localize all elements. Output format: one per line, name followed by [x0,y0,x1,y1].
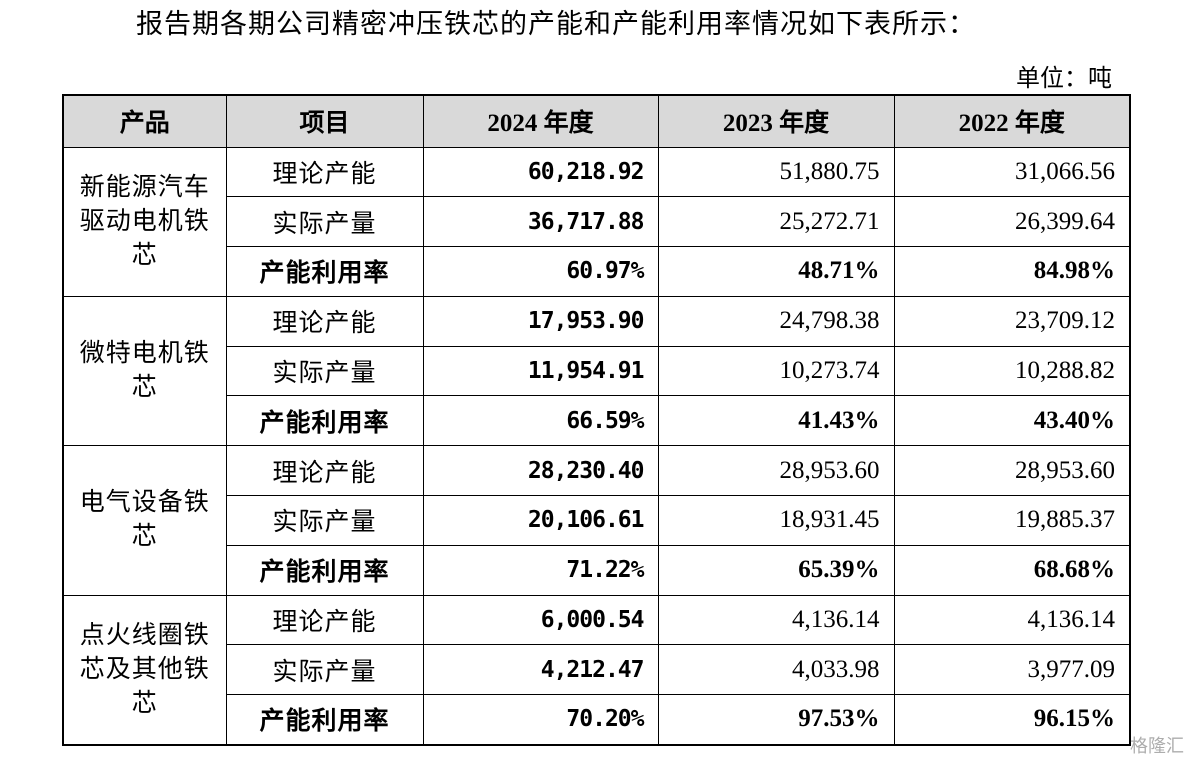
header-cell: 2022 年度 [893,94,1131,148]
item-cell: 产能利用率 [225,395,424,447]
item-cell: 理论产能 [225,295,424,347]
item-cell: 理论产能 [225,594,424,646]
value-cell: 18,931.45 [657,495,895,546]
item-cell: 实际产量 [225,495,424,546]
watermark: 格隆汇 [1130,736,1184,757]
value-cell: 41.43% [657,395,895,447]
value-cell: 4,033.98 [657,644,895,696]
table-row: 电气设备铁芯 理论产能 28,230.40 28,953.60 28,953.60 [62,445,1131,596]
header-cell: 产品 [62,94,227,148]
value-cell: 20,106.61 [422,495,659,546]
value-cell: 43.40% [893,395,1131,447]
value-cell: 28,953.60 [657,445,895,497]
value-cell: 6,000.54 [422,594,659,646]
capacity-table: 产品 项目 2024 年度 2023 年度 2022 年度 新能源汽车驱动电机铁芯 理论产能… [62,94,1131,746]
value-cell: 4,136.14 [657,594,895,646]
value-cell: 24,798.38 [657,295,895,347]
header-cell: 2024 年度 [422,94,659,148]
table-row: 实际产量 4,212.47 4,033.98 3,977.09 [63,644,1131,696]
table-row: 产能利用率 66.59% 41.43% 43.40% [63,395,1131,447]
table-row: 点火线圈铁芯及其他铁芯 理论产能 6,000.54 4,136.14 4,136.14 [62,594,1131,746]
value-cell: 25,272.71 [657,196,895,248]
table-row: 实际产量 20,106.61 18,931.45 19,885.37 [63,495,1131,546]
value-cell: 11,954.91 [422,345,659,397]
product-cell: 电气设备铁芯 [62,445,227,596]
table-row: 新能源汽车驱动电机铁芯 理论产能 60,218.92 51,880.75 31,066.… [62,146,1131,297]
value-cell: 97.53% [657,694,895,746]
value-cell: 4,212.47 [422,644,659,696]
header-row: 产品 项目 2024 年度 2023 年度 2022 年度 [62,94,1131,148]
value-cell: 60.97% [422,246,659,297]
item-cell: 产能利用率 [225,544,424,596]
value-cell: 66.59% [422,395,659,447]
header-cell: 2023 年度 [657,94,895,148]
value-cell: 36,717.88 [422,196,659,248]
value-cell: 84.98% [893,246,1131,297]
unit-label: 单位：吨 [1016,66,1112,92]
table-row: 产能利用率 71.22% 65.39% 68.68% [63,544,1131,596]
value-cell: 48.71% [657,246,895,297]
header-cell: 项目 [225,94,424,148]
value-cell: 4,136.14 [893,594,1131,646]
intro-text: 报告期各期公司精密冲压铁芯的产能和产能利用率情况如下表所示： [136,9,976,39]
value-cell: 10,288.82 [893,345,1131,397]
value-cell: 71.22% [422,544,659,596]
product-cell: 微特电机铁芯 [62,295,227,447]
table-row: 实际产量 11,954.91 10,273.74 10,288.82 [63,345,1131,397]
value-cell: 3,977.09 [893,644,1131,696]
item-cell: 产能利用率 [225,246,424,297]
product-cell: 点火线圈铁芯及其他铁芯 [62,594,227,746]
item-cell: 理论产能 [225,445,424,497]
value-cell: 10,273.74 [657,345,895,397]
table-row: 微特电机铁芯 理论产能 17,953.90 24,798.38 23,709.12 [62,295,1131,447]
item-cell: 实际产量 [225,345,424,397]
value-cell: 68.68% [893,544,1131,596]
item-cell: 实际产量 [225,644,424,696]
item-cell: 理论产能 [225,146,424,198]
value-cell: 19,885.37 [893,495,1131,546]
value-cell: 51,880.75 [657,146,895,198]
value-cell: 28,953.60 [893,445,1131,497]
table-row: 产能利用率 70.20% 97.53% 96.15% [63,694,1131,746]
value-cell: 96.15% [893,694,1131,746]
item-cell: 实际产量 [225,196,424,248]
value-cell: 60,218.92 [422,146,659,198]
item-cell: 产能利用率 [225,694,424,746]
product-cell: 新能源汽车驱动电机铁芯 [62,146,227,297]
value-cell: 17,953.90 [422,295,659,347]
table-row: 产能利用率 60.97% 48.71% 84.98% [63,246,1131,297]
value-cell: 70.20% [422,694,659,746]
value-cell: 26,399.64 [893,196,1131,248]
value-cell: 65.39% [657,544,895,596]
value-cell: 28,230.40 [422,445,659,497]
value-cell: 23,709.12 [893,295,1131,347]
value-cell: 31,066.56 [893,146,1131,198]
